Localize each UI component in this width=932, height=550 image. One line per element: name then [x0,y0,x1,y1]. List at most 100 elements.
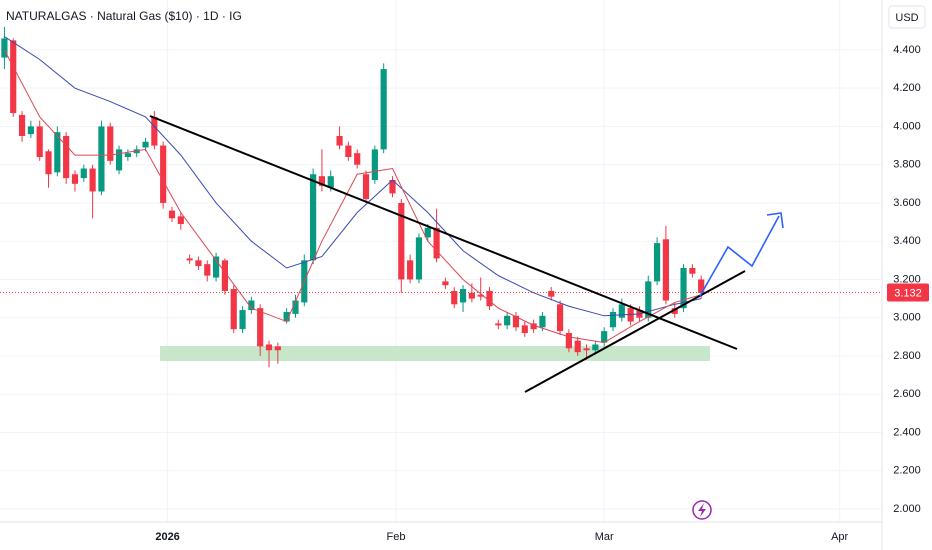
y-tick-label: 2.000 [893,503,921,515]
y-tick-label: 2.600 [893,388,921,400]
x-tick-label: 2026 [155,531,179,543]
currency-box[interactable] [888,5,926,29]
candle-body [468,292,475,299]
candle-body [424,227,431,238]
candle-body [512,315,520,328]
candle-body [80,168,87,179]
trend-line [524,270,746,393]
candle-body [186,258,193,261]
candle-body [248,300,255,311]
candle-body [1,38,8,58]
candle-body [124,153,131,158]
last-price-label: 3.132 [894,287,922,299]
y-tick-label: 2.200 [893,465,921,477]
candle-body [283,311,290,322]
candle-body [477,294,484,297]
candle-body [354,153,361,165]
candle-body [671,308,678,314]
candle-body [257,308,264,347]
candle-body [318,176,326,186]
candle-body [98,126,105,192]
moving-average [3,49,702,344]
candle-body [539,315,546,328]
candle-body [574,340,581,353]
candle-body [609,311,617,328]
y-tick-label: 4.000 [893,120,921,132]
candle-body [239,310,246,330]
candle-body [504,315,511,326]
candle-body [310,174,317,261]
y-tick-label: 2.800 [893,350,921,362]
candle-body [362,174,370,200]
candle-body [433,227,440,259]
y-tick-label: 3.000 [893,312,921,324]
candle-body [680,267,687,309]
x-tick-label: Apr [831,531,848,543]
support-zone [160,346,710,361]
candle-body [556,304,564,332]
candle-body [89,168,96,192]
candle-body [645,281,652,318]
candle-body [592,344,599,351]
candle-body [407,260,414,280]
candle-body [274,346,281,351]
candle-body [345,145,352,158]
candle-body [177,216,184,224]
candle-body [265,344,273,351]
y-tick-label: 3.600 [893,197,921,209]
candle-body [54,132,61,173]
y-tick-label: 3.800 [893,159,921,171]
candle-body [565,333,572,349]
candle-body [336,135,343,146]
candle-body [662,239,669,301]
candle-body [10,40,17,114]
y-tick-label: 3.400 [893,235,921,247]
candle-body [142,141,149,148]
candle-body [230,289,237,330]
candle-body [380,69,387,150]
candle-body [698,279,705,293]
candle-body [151,116,158,146]
candle-body [168,210,176,219]
candle-body [654,243,661,282]
candle-body [204,264,211,276]
candle-body [115,149,123,171]
candle-body [107,126,114,161]
candle-body [530,323,537,330]
candle-body [548,290,555,297]
candle-body [45,151,52,175]
y-tick-label: 2.400 [893,426,921,438]
trend-line [149,115,738,350]
candle-body [327,176,334,188]
candle-body [415,237,423,280]
lightning [698,503,706,517]
axes: 2.000 2.200 2.400 2.600 2.800 3.000 3.200 3.400… [155,44,929,543]
x-tick-label: Feb [387,531,406,543]
currency: USD [895,12,918,24]
moving-average [4,36,702,317]
candle-body [292,300,299,314]
candle-body [18,114,26,136]
candle-body [389,179,396,194]
y-tick-label: 4.400 [893,44,921,56]
candle-body [618,304,625,318]
candle-body [371,149,378,180]
candle-body [36,126,43,158]
candle-body [71,174,79,184]
candle-body [583,348,590,351]
candle-body [495,323,502,326]
candle-body [451,290,458,305]
candle-body [213,256,220,278]
y-tick-label: 3.200 [893,273,921,285]
candle-body [521,325,528,334]
candle-body [160,145,167,203]
candle-body [27,126,34,135]
chart-title: NATURALGAS · Natural Gas ($10) · 1D · IG [6,9,242,23]
x-tick-label: Mar [595,531,614,543]
marks [0,26,882,368]
candle-body [442,281,449,286]
candle-body [398,202,405,280]
candle-body [195,260,202,267]
